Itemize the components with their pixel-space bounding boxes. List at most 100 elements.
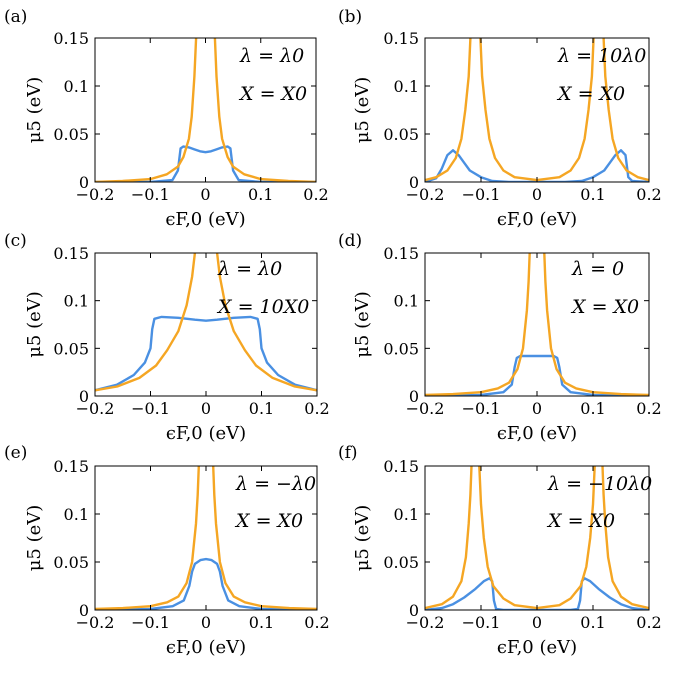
x-tick-label: 0: [200, 185, 210, 204]
x-tick-label: 0.1: [580, 613, 605, 632]
y-tick-label: 0.05: [383, 553, 419, 572]
y-tick-label: 0: [79, 601, 89, 620]
annotation-x: X = X0: [234, 510, 303, 532]
y-tick-label: 0.1: [394, 292, 419, 311]
annotation-x: X = 10X0: [216, 296, 309, 318]
y-tick-label: 0: [409, 601, 419, 620]
panel-f: −0.2 −0.1 0 0.1 0.2 0 0.05 0.1 0.15 ϵF,0 (eV) μ5 (…: [338, 443, 662, 658]
x-tick-label: 0.2: [636, 613, 661, 632]
x-axis-label: ϵF,0 (eV): [166, 423, 246, 444]
x-tick-label: −0.2: [406, 399, 445, 418]
x-tick-label: −0.2: [76, 613, 115, 632]
orange-curve-1: [425, 38, 472, 182]
plot-area: [95, 253, 317, 392]
x-tick-label: −0.1: [131, 399, 170, 418]
y-tick-label: 0.1: [394, 77, 419, 96]
orange-curve-1: [425, 253, 531, 396]
orange-curve-2: [213, 38, 316, 182]
x-tick-label: 0.1: [580, 185, 605, 204]
plot-area: [95, 466, 317, 610]
annotation-lambda: λ = 0: [571, 258, 624, 280]
annotation-lambda: λ = 10λ0: [557, 45, 646, 67]
y-tick-label: 0.1: [64, 292, 89, 311]
orange-curve-3: [602, 38, 649, 182]
panel-label: (d): [338, 231, 362, 251]
y-tick-label: 0.05: [53, 553, 89, 572]
annotation-x: X = X0: [238, 83, 307, 105]
orange-curve-1: [95, 466, 200, 610]
panel-label: (c): [4, 231, 27, 251]
y-tick-label: 0.1: [64, 505, 89, 524]
y-tick-label: 0.15: [383, 244, 419, 263]
orange-curve-2: [215, 253, 317, 392]
y-tick-label: 0: [409, 387, 419, 406]
blue-curve-0: [425, 354, 649, 396]
panel-label: (e): [4, 443, 27, 463]
annotation-lambda: λ = λ0: [217, 258, 282, 280]
x-tick-label: 0.2: [303, 185, 328, 204]
panel-b: −0.2 −0.1 0 0.1 0.2 0 0.05 0.1 0.15 ϵF,0 (eV) μ5 (…: [338, 7, 662, 230]
annotation-x: X = X0: [556, 83, 625, 105]
y-tick-label: 0.05: [383, 339, 419, 358]
x-tick-label: 0: [532, 613, 542, 632]
orange-curve-3: [601, 466, 649, 610]
y-axis-label: μ5 (eV): [352, 505, 373, 572]
y-axis-label: μ5 (eV): [352, 77, 373, 144]
annotation-x: X = X0: [546, 510, 615, 532]
x-axis-label: ϵF,0 (eV): [497, 423, 577, 444]
y-axis-label: μ5 (eV): [24, 77, 45, 144]
x-tick-label: 0.2: [304, 613, 329, 632]
annotation-lambda: λ = λ0: [239, 45, 304, 67]
blue-curve-0: [425, 577, 649, 610]
x-tick-label: −0.2: [406, 613, 445, 632]
annotation-lambda: λ = −10λ0: [547, 473, 652, 495]
x-tick-label: 0.2: [636, 185, 661, 204]
x-tick-label: −0.1: [131, 185, 170, 204]
y-tick-label: 0.05: [53, 125, 89, 144]
annotation-lambda: λ = −λ0: [235, 473, 316, 495]
y-tick-label: 0.05: [53, 339, 89, 358]
x-axis-label: ϵF,0 (eV): [165, 209, 245, 230]
y-tick-label: 0.1: [394, 505, 419, 524]
blue-curve-0: [95, 557, 317, 610]
y-tick-label: 0.15: [383, 457, 419, 476]
blue-curve-0: [95, 315, 317, 392]
plot-area: [425, 253, 649, 396]
x-tick-label: −0.2: [406, 185, 445, 204]
panel-label: (f): [338, 443, 358, 463]
y-tick-label: 0: [79, 387, 89, 406]
x-tick-label: −0.1: [462, 613, 501, 632]
x-tick-label: 0.2: [304, 399, 329, 418]
orange-curve-2: [212, 466, 317, 610]
x-axis-label: ϵF,0 (eV): [497, 209, 577, 230]
panel-c: −0.2 −0.1 0 0.1 0.2 0 0.05 0.1 0.15 ϵF,0 (eV) μ5 (…: [4, 231, 330, 444]
y-tick-label: 0.15: [383, 29, 419, 48]
blue-curve-0: [425, 149, 649, 182]
x-tick-label: 0.1: [249, 613, 274, 632]
y-axis-label: μ5 (eV): [352, 291, 373, 358]
x-axis-label: ϵF,0 (eV): [497, 637, 577, 658]
x-tick-label: −0.1: [462, 399, 501, 418]
panel-label: (a): [4, 7, 27, 27]
orange-curve-1: [95, 253, 197, 392]
panel-e: −0.2 −0.1 0 0.1 0.2 0 0.05 0.1 0.15 ϵF,0 (eV) μ5 (…: [4, 443, 330, 658]
x-tick-label: 0: [532, 185, 542, 204]
x-tick-label: 0: [532, 399, 542, 418]
x-tick-label: −0.2: [76, 399, 115, 418]
annotation-x: X = X0: [570, 296, 639, 318]
y-tick-label: 0.1: [64, 77, 89, 96]
panel-label: (b): [338, 7, 362, 27]
y-tick-label: 0: [409, 173, 419, 192]
y-tick-label: 0.15: [53, 244, 89, 263]
y-axis-label: μ5 (eV): [24, 291, 45, 358]
blue-curve-0: [95, 145, 316, 182]
x-tick-label: −0.1: [131, 613, 170, 632]
x-tick-label: −0.2: [76, 185, 115, 204]
orange-curve-2: [543, 253, 649, 396]
panel-a: −0.2 −0.1 0 0.1 0.2 0 0.05 0.1 0.15 ϵF,0 (eV) μ5 (…: [4, 7, 329, 230]
x-tick-label: 0.1: [248, 185, 273, 204]
x-tick-label: 0: [201, 613, 211, 632]
x-tick-label: 0.1: [249, 399, 274, 418]
x-axis-label: ϵF,0 (eV): [166, 637, 246, 658]
